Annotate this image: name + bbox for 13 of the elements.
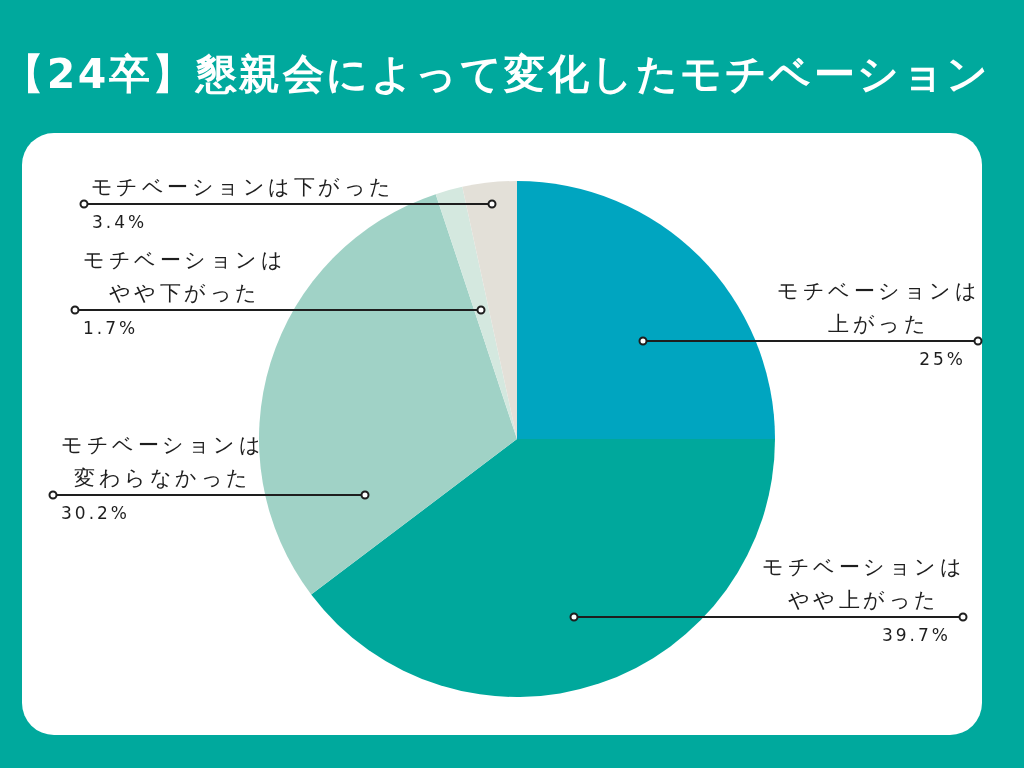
data-label: 25% (919, 349, 966, 369)
pie-slice (462, 181, 517, 439)
data-label: 30.2% (61, 503, 131, 523)
pie-slice (517, 181, 775, 439)
slice-label: モチベーションは上がった (777, 279, 981, 336)
data-label: 1.7% (83, 318, 139, 338)
data-label: 39.7% (881, 625, 951, 645)
chart-title: 【24卒】懇親会によって変化したモチベーション (2, 49, 992, 100)
slice-label: モチベーションはやや下がった (83, 248, 287, 305)
data-label: 3.4% (92, 212, 148, 232)
slice-label: モチベーションは変わらなかった (61, 433, 265, 490)
slice-label: モチベーションはやや上がった (762, 555, 966, 612)
slice-label: モチベーションは下がった (90, 175, 395, 199)
